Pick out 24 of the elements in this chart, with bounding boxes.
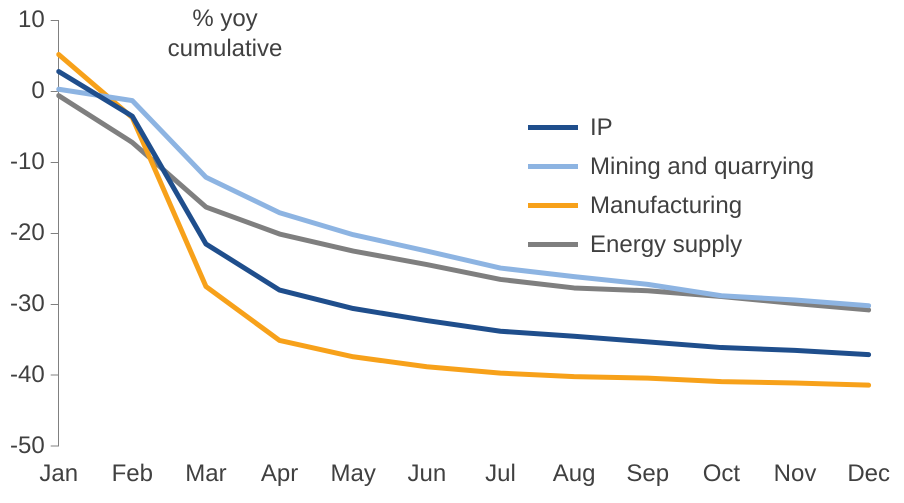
x-tick-label: Apr	[260, 460, 298, 488]
x-tick-label: Feb	[112, 460, 153, 488]
x-tick-label: Dec	[847, 460, 890, 488]
y-tick-label: -40	[10, 360, 45, 388]
y-tick-label: -20	[10, 218, 45, 246]
x-tick-label: Jun	[408, 460, 446, 488]
x-tick-label: Mar	[185, 460, 227, 488]
legend-label: IP	[590, 114, 613, 142]
legend-label: Manufacturing	[590, 192, 742, 220]
x-tick-label: Sep	[626, 460, 670, 488]
y-tick-label: -50	[10, 432, 45, 459]
y-tick-label: 0	[31, 76, 45, 104]
y-tick-label: 10	[18, 6, 45, 34]
x-tick-label: Aug	[552, 460, 596, 488]
x-tick-label: Jan	[39, 460, 78, 488]
legend-label: Mining and quarrying	[590, 152, 814, 180]
legend-label: Energy supply	[590, 230, 742, 258]
x-tick-label: Jul	[485, 460, 516, 488]
y-tick-label: -30	[10, 290, 45, 317]
annotation: % yoy cumulative	[166, 4, 284, 64]
x-tick-label: May	[330, 460, 376, 488]
x-tick-label: Nov	[774, 460, 816, 488]
x-tick-label: Oct	[702, 460, 740, 488]
y-tick-label: -10	[10, 148, 45, 175]
